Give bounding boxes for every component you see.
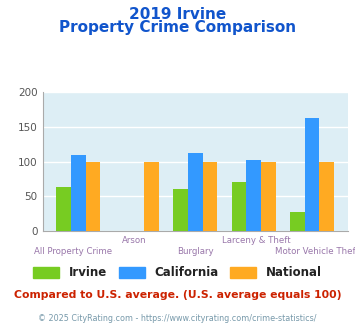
- Bar: [56, 187, 71, 231]
- Bar: [232, 182, 246, 231]
- Text: Property Crime Comparison: Property Crime Comparison: [59, 20, 296, 35]
- Bar: [144, 162, 159, 231]
- Text: Larceny & Theft: Larceny & Theft: [222, 236, 291, 245]
- Text: Motor Vehicle Theft: Motor Vehicle Theft: [275, 248, 355, 256]
- Bar: [246, 160, 261, 231]
- Text: Arson: Arson: [122, 236, 147, 245]
- Bar: [305, 118, 320, 231]
- Legend: Irvine, California, National: Irvine, California, National: [29, 262, 326, 284]
- Text: 2019 Irvine: 2019 Irvine: [129, 7, 226, 21]
- Text: Compared to U.S. average. (U.S. average equals 100): Compared to U.S. average. (U.S. average …: [14, 290, 341, 300]
- Bar: [290, 212, 305, 231]
- Bar: [71, 155, 86, 231]
- Bar: [320, 162, 334, 231]
- Text: © 2025 CityRating.com - https://www.cityrating.com/crime-statistics/: © 2025 CityRating.com - https://www.city…: [38, 314, 317, 323]
- Text: Burglary: Burglary: [177, 248, 214, 256]
- Bar: [188, 153, 203, 231]
- Bar: [203, 162, 217, 231]
- Bar: [173, 189, 188, 231]
- Bar: [261, 162, 275, 231]
- Text: All Property Crime: All Property Crime: [34, 248, 112, 256]
- Bar: [86, 162, 100, 231]
